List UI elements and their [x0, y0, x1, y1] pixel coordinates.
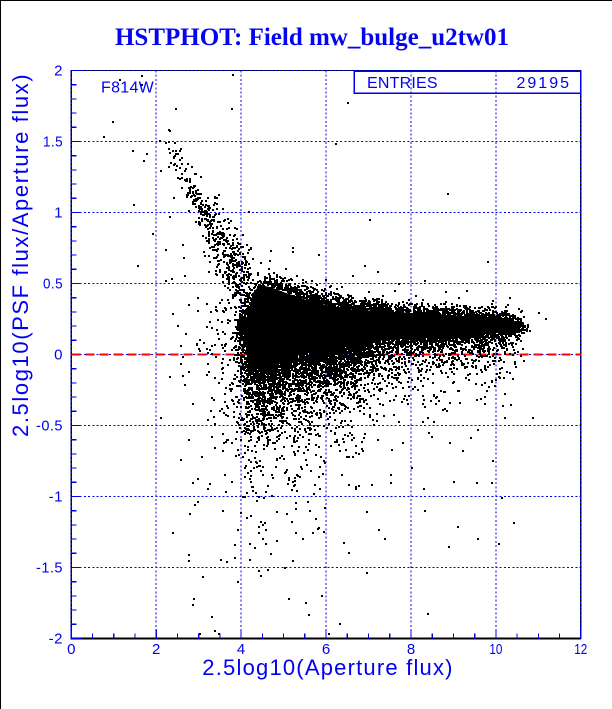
svg-text:12: 12 [574, 641, 587, 658]
svg-text:ENTRIES: ENTRIES [367, 75, 438, 92]
svg-text:-1.5: -1.5 [36, 560, 63, 577]
svg-text:10: 10 [489, 641, 502, 658]
svg-text:-0.5: -0.5 [36, 418, 63, 435]
svg-text:1: 1 [54, 205, 63, 222]
svg-text:8: 8 [407, 641, 415, 658]
svg-text:-2: -2 [49, 631, 63, 648]
svg-text:0: 0 [67, 641, 75, 658]
svg-text:-1: -1 [49, 489, 63, 506]
svg-text:1.5: 1.5 [43, 134, 63, 151]
svg-text:2: 2 [152, 641, 160, 658]
svg-text:4: 4 [237, 641, 245, 658]
svg-text:2.5log10(Aperture flux): 2.5log10(Aperture flux) [202, 655, 453, 680]
svg-text:0.5: 0.5 [43, 276, 63, 293]
svg-text:F814W: F814W [101, 80, 155, 97]
svg-text:2: 2 [54, 63, 63, 80]
svg-text:6: 6 [322, 641, 330, 658]
svg-text:0: 0 [54, 347, 63, 364]
svg-text:HSTPHOT: Field mw_bulge_u2tw01: HSTPHOT: Field mw_bulge_u2tw01 [115, 24, 509, 51]
svg-text:2.5log10(PSF flux/Aperture flu: 2.5log10(PSF flux/Aperture flux) [8, 73, 33, 437]
svg-text:29195: 29195 [517, 75, 572, 92]
